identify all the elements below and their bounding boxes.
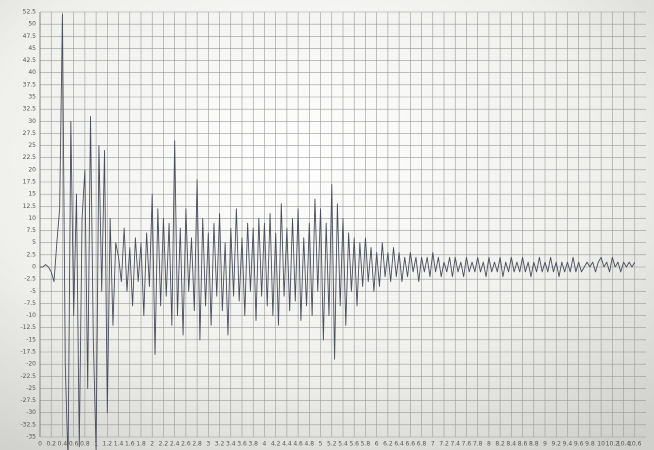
x-tick-label: 1.8 <box>136 441 146 448</box>
x-tick-label: 8 <box>487 441 491 448</box>
y-tick-label: -17.5 <box>20 349 36 356</box>
y-tick-label: 35 <box>28 94 36 101</box>
x-tick-label: 4.8 <box>305 441 315 448</box>
x-tick-label: 8.8 <box>529 441 539 448</box>
y-tick-label: 42.5 <box>23 57 37 64</box>
y-tick-label: 30 <box>28 118 36 125</box>
x-tick-label: 3 <box>206 441 210 448</box>
y-tick-label: -27.5 <box>20 397 36 404</box>
y-tick-label: 32.5 <box>23 106 37 113</box>
x-tick-label: 2.6 <box>181 441 191 448</box>
y-tick-label: 47.5 <box>23 33 37 40</box>
x-tick-label: 3.6 <box>237 441 247 448</box>
x-tick-label: 6.4 <box>394 441 404 448</box>
x-tick-label: 10 <box>597 441 605 448</box>
y-tick-label: -12.5 <box>20 324 36 331</box>
y-tick-label: -2.5 <box>24 276 36 283</box>
x-tick-label: 10.6 <box>628 441 642 448</box>
x-tick-label: 9.6 <box>574 441 584 448</box>
x-tick-label: 5.2 <box>327 441 337 448</box>
y-tick-label: 52.5 <box>23 9 37 16</box>
x-tick-label: 7.8 <box>473 441 483 448</box>
x-tick-label: 1.4 <box>114 441 124 448</box>
x-tick-label: 3.8 <box>248 441 258 448</box>
x-tick-label: 1.2 <box>103 441 113 448</box>
y-tick-label: 17.5 <box>23 179 37 186</box>
x-tick-label: 5 <box>319 441 323 448</box>
chart: -35 -32.5 -30 -27.5 -25 -22.5 -20 -17.5 -15 -12.5… <box>0 0 654 450</box>
x-tick-label: 0.4 <box>58 441 68 448</box>
y-tick-label: 37.5 <box>23 81 37 88</box>
y-tick-label: -5 <box>30 288 36 295</box>
y-tick-label: 7.5 <box>26 227 36 234</box>
y-tick-label: -15 <box>26 336 36 343</box>
x-tick-label: 0.8 <box>80 441 90 448</box>
x-tick-label: 8.4 <box>507 441 517 448</box>
x-tick-label: 0.6 <box>69 441 79 448</box>
y-tick-label: 10 <box>28 215 36 222</box>
y-tick-label: 2.5 <box>26 251 36 258</box>
y-tick-label: 25 <box>28 142 36 149</box>
y-tick-label: 20 <box>28 166 36 173</box>
x-tick-label: 4.4 <box>282 441 292 448</box>
x-tick-label: 7.2 <box>439 441 449 448</box>
y-tick-label: 50 <box>28 21 36 28</box>
y-tick-label: 0 <box>32 264 36 271</box>
x-tick-label: 8.2 <box>495 441 505 448</box>
y-tick-label: 15 <box>28 191 36 198</box>
x-tick-label: 1.6 <box>125 441 135 448</box>
x-tick-label: 5.8 <box>361 441 371 448</box>
y-tick-label: 27.5 <box>23 130 37 137</box>
x-tick-label: 2.8 <box>192 441 202 448</box>
y-tick-label: 40 <box>28 69 36 76</box>
x-tick-label: 5.6 <box>349 441 359 448</box>
x-tick-label: 9.8 <box>585 441 595 448</box>
x-tick-label: 4.6 <box>293 441 303 448</box>
x-tick-label: 6.8 <box>417 441 427 448</box>
x-tick-label: 0.2 <box>46 441 56 448</box>
x-tick-label: 2 <box>150 441 154 448</box>
x-tick-label: 9.4 <box>563 441 573 448</box>
x-tick-label: 2.2 <box>159 441 169 448</box>
x-tick-label: 7 <box>431 441 435 448</box>
y-tick-label: -35 <box>26 434 36 441</box>
x-tick-label: 3.4 <box>226 441 236 448</box>
y-tick-label: -10 <box>26 312 36 319</box>
y-tick-label: -32.5 <box>20 421 36 428</box>
y-tick-label: 5 <box>32 239 36 246</box>
x-tick-label: 9 <box>543 441 547 448</box>
x-tick-label: 2.4 <box>170 441 180 448</box>
x-tick-label: 9.2 <box>551 441 561 448</box>
x-tick-label: 7.6 <box>462 441 472 448</box>
x-tick-label: 4.2 <box>271 441 281 448</box>
y-tick-label: 12.5 <box>23 203 37 210</box>
y-tick-label: -7.5 <box>24 300 36 307</box>
y-tick-label: 45 <box>28 45 36 52</box>
y-tick-label: -30 <box>26 409 36 416</box>
x-tick-label: 6 <box>375 441 379 448</box>
y-tick-label: -20 <box>26 361 36 368</box>
x-tick-label: 6.2 <box>383 441 393 448</box>
x-tick-label: 3.2 <box>215 441 225 448</box>
x-tick-label: 6.6 <box>406 441 416 448</box>
x-tick-label: 8.6 <box>518 441 528 448</box>
x-tick-label: 7.4 <box>450 441 460 448</box>
x-tick-label: 5.4 <box>338 441 348 448</box>
y-tick-label: -22.5 <box>20 373 36 380</box>
y-tick-label: -25 <box>26 385 36 392</box>
x-tick-label: 4 <box>263 441 267 448</box>
y-tick-label: 22.5 <box>23 154 37 161</box>
x-tick-label: 0 <box>38 441 42 448</box>
